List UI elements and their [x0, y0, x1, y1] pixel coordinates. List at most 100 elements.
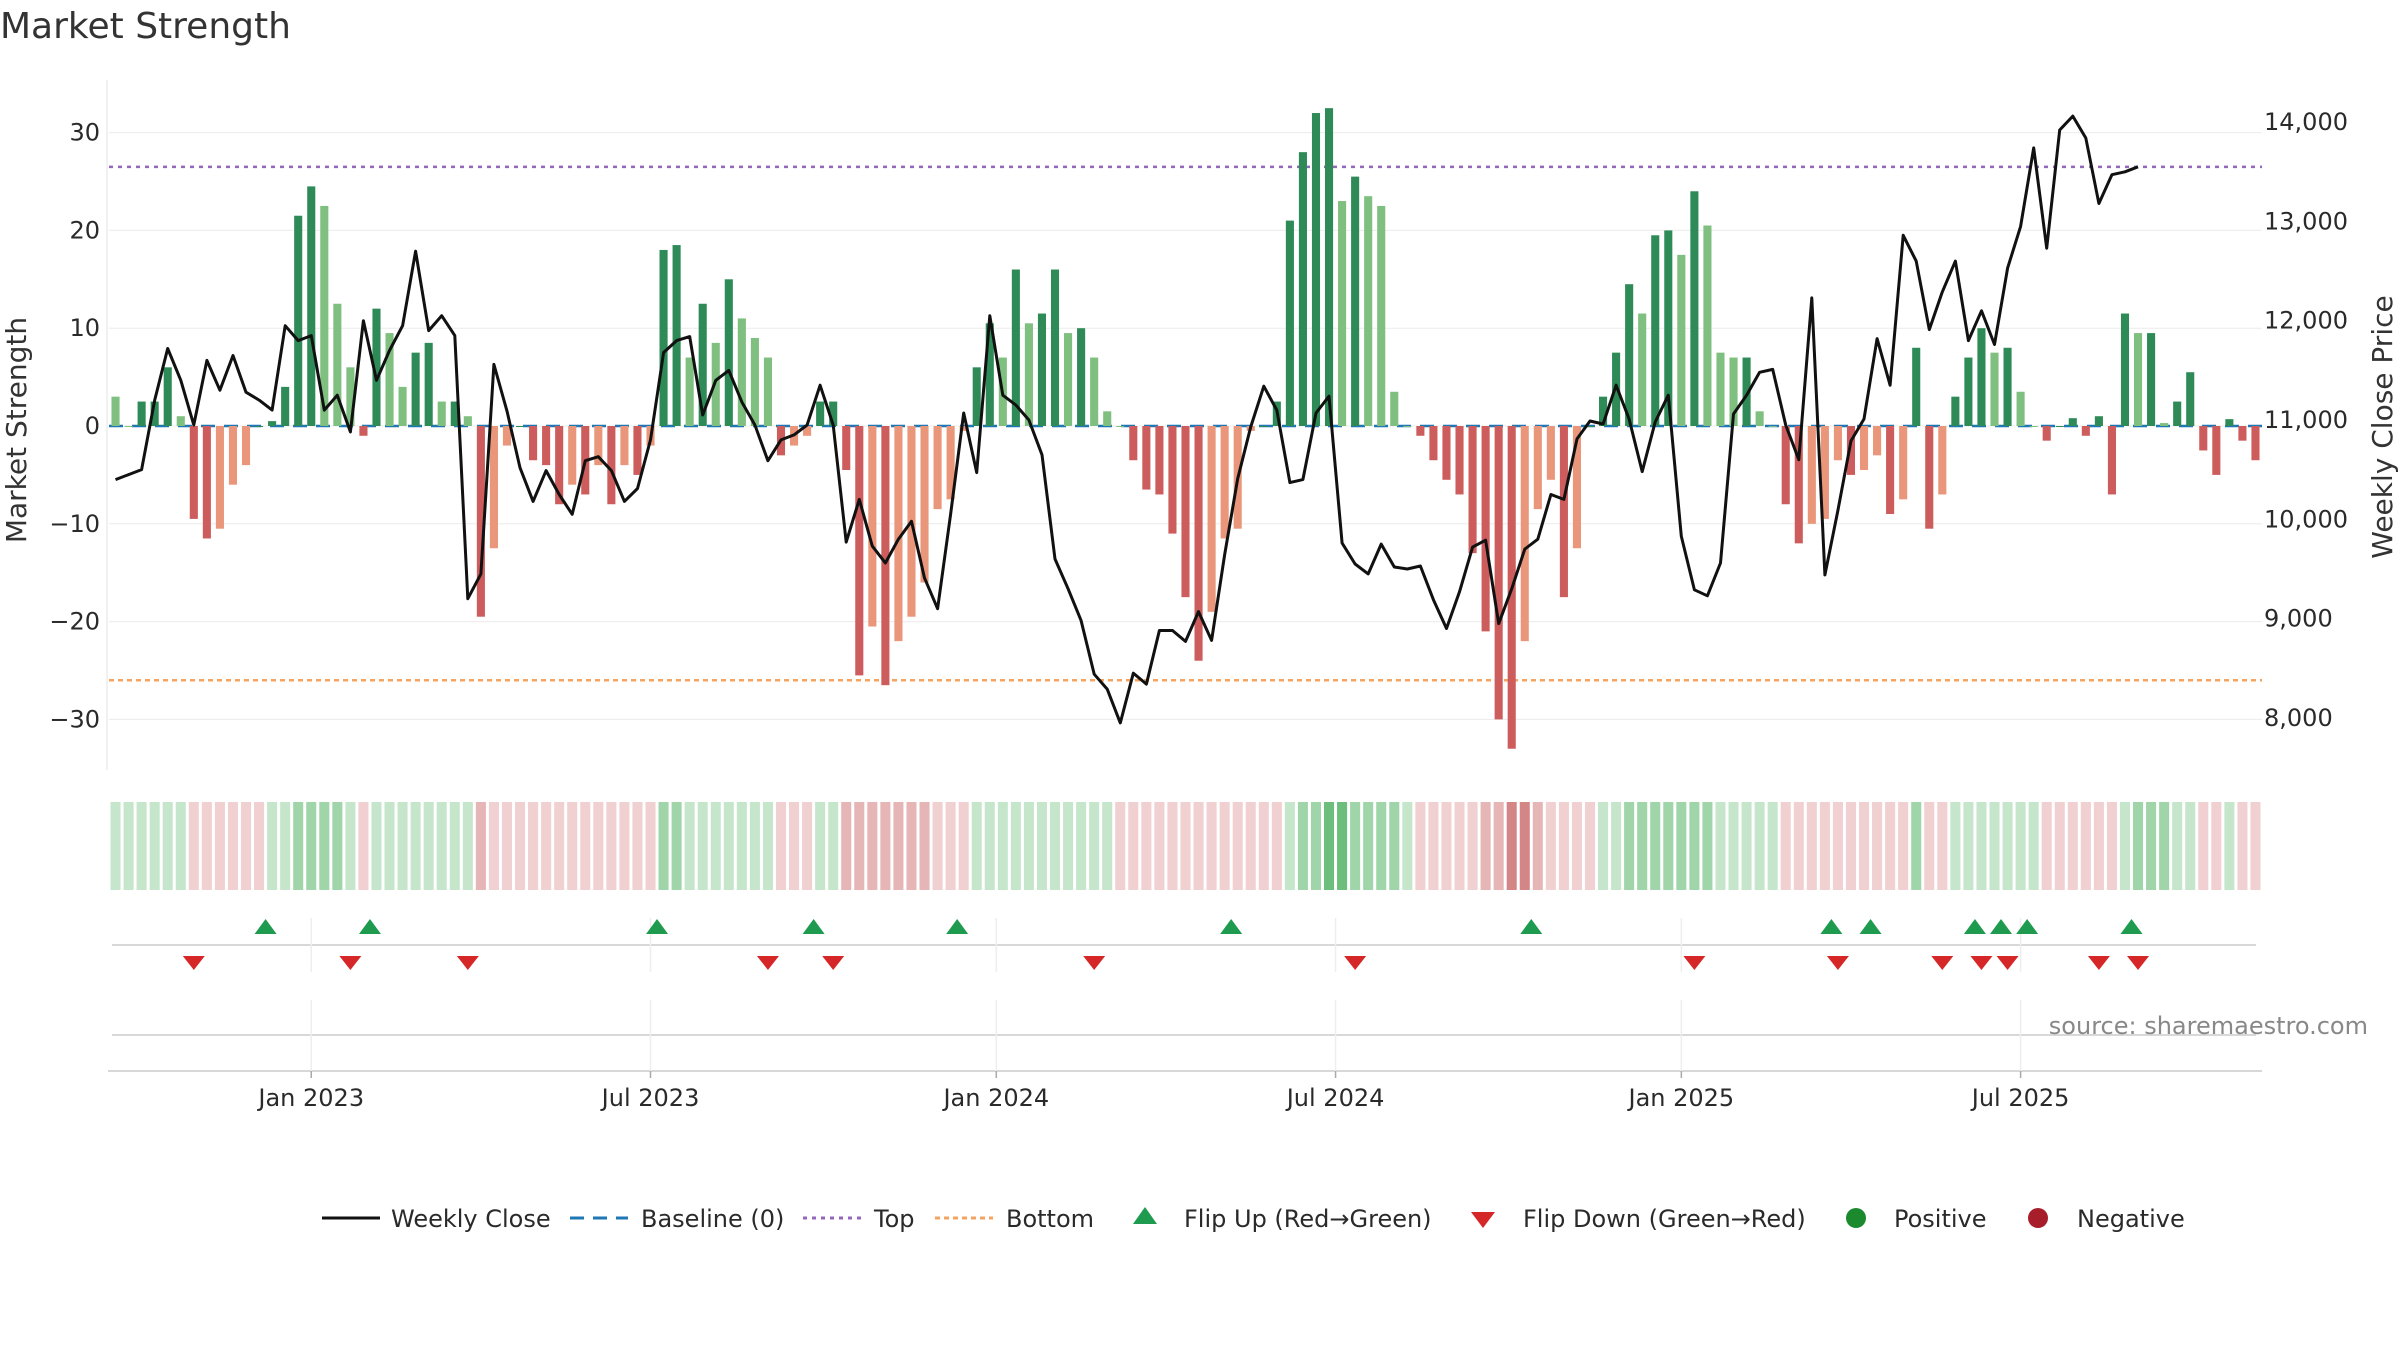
strength-bar: [607, 426, 616, 505]
strength-bar: [1664, 230, 1673, 426]
strength-bar: [933, 426, 942, 510]
strength-bar: [1207, 426, 1216, 612]
heat-cell: [1167, 802, 1178, 890]
strength-bar: [1990, 352, 1999, 426]
strength-bar: [1324, 108, 1334, 427]
heat-cell: [1454, 802, 1465, 890]
strength-bar: [228, 426, 238, 485]
heat-cell: [1624, 802, 1635, 890]
flip-up-marker: [646, 919, 669, 934]
strength-bar: [1807, 426, 1816, 524]
strength-bar: [2251, 426, 2260, 461]
y-axis-ticks: 30 20 10 0 −10 −20 −30: [49, 119, 100, 734]
heat-cell: [488, 802, 499, 890]
y-tick-label: 10: [69, 314, 100, 342]
strength-bar: [698, 303, 707, 426]
strength-bar: [1494, 426, 1503, 720]
heat-cell: [1558, 802, 1569, 890]
heat-cell: [384, 802, 395, 890]
flip-down-marker: [1083, 956, 1106, 970]
strength-bar: [555, 426, 564, 505]
strength-bar: [202, 426, 211, 539]
x-tick-label: Jan 2024: [941, 1084, 1049, 1112]
strength-bar: [515, 426, 525, 427]
strength-bar: [2068, 418, 2077, 426]
strength-bar: [1364, 196, 1373, 426]
strength-bar: [829, 401, 838, 426]
flip-down-marker: [1826, 956, 1849, 970]
heat-cell: [1441, 802, 1452, 890]
y-tick-label: 0: [85, 412, 100, 440]
flip-up-marker: [1220, 919, 1243, 934]
source-credit: source: sharemaestro.com: [2049, 1012, 2368, 1040]
strength-bar: [1833, 426, 1842, 461]
heat-cell: [1219, 802, 1230, 890]
heat-cell: [749, 802, 760, 890]
strength-bar: [255, 426, 264, 427]
strength-bar: [1520, 426, 1529, 642]
strength-bar: [176, 416, 185, 426]
legend-swatch: [1471, 1212, 1495, 1228]
x-tick-label: Jan 2025: [1626, 1084, 1734, 1112]
strength-bar: [1546, 426, 1555, 480]
heat-cell: [1793, 802, 1804, 890]
heat-cell: [645, 802, 656, 890]
strength-bar: [1781, 426, 1790, 505]
strength-bar: [372, 308, 381, 426]
strength-bar: [737, 318, 746, 426]
heat-cell: [2028, 802, 2039, 890]
strength-bar: [2081, 426, 2090, 436]
heat-cell: [2015, 802, 2026, 890]
heat-cell: [188, 802, 199, 890]
strength-bar: [1468, 426, 1477, 554]
heat-cell: [1376, 802, 1387, 890]
strength-bar: [2094, 416, 2103, 426]
strength-bar: [359, 426, 368, 436]
strength-bar: [2029, 426, 2038, 427]
heat-cell: [802, 802, 813, 890]
strength-bar: [868, 426, 877, 627]
heat-cell: [319, 802, 330, 890]
heat-cell: [1715, 802, 1726, 890]
heat-cell: [175, 802, 186, 890]
strength-bar: [385, 333, 394, 426]
heat-cell: [449, 802, 460, 890]
strength-bar: [1651, 235, 1660, 426]
legend-item: Bottom: [935, 1205, 1094, 1233]
heat-cell: [1415, 802, 1426, 890]
strength-bar: [620, 426, 629, 466]
strength-bar: [1533, 426, 1542, 510]
strength-bar: [398, 386, 407, 426]
strength-bar: [1690, 191, 1699, 426]
legend-item: Flip Down (Green→Red): [1471, 1205, 1806, 1233]
strength-bar: [424, 342, 433, 426]
legend-item: Top: [803, 1205, 915, 1233]
heat-cell: [619, 802, 630, 890]
strength-bar: [1390, 391, 1399, 426]
legend-label: Flip Up (Red→Green): [1184, 1205, 1432, 1233]
legend-label: Weekly Close: [391, 1205, 551, 1233]
strength-bar: [1351, 176, 1360, 426]
heat-cell: [1728, 802, 1739, 890]
heat-cell: [1297, 802, 1308, 890]
heat-cell: [580, 802, 591, 890]
legend-label: Positive: [1894, 1205, 1987, 1233]
strength-bar: [1559, 426, 1568, 598]
strength-bar: [1024, 323, 1033, 426]
strength-bar: [594, 426, 603, 466]
heat-cell: [1402, 802, 1413, 890]
heat-cell: [1115, 802, 1126, 890]
strength-bar: [1429, 426, 1438, 461]
heat-cell: [1506, 802, 1517, 890]
flip-up-marker: [1990, 919, 2013, 934]
x-tick-label: Jul 2025: [1970, 1084, 2070, 1112]
strength-bar: [1938, 426, 1947, 495]
strength-bar: [320, 205, 329, 426]
strength-bar: [137, 401, 146, 426]
strength-bar: [2016, 391, 2025, 426]
strength-bar: [1951, 396, 1960, 426]
strength-bar: [1599, 396, 1608, 426]
heat-cell: [1089, 802, 1100, 890]
heat-cell: [593, 802, 604, 890]
heat-cell: [880, 802, 891, 890]
